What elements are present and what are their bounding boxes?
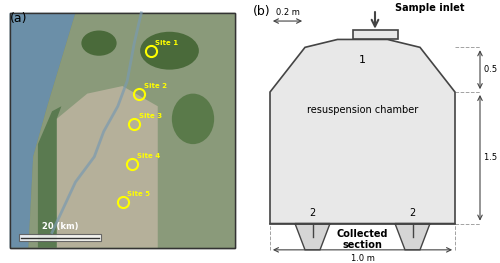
- Text: Site 3: Site 3: [139, 113, 162, 119]
- Text: 2: 2: [310, 208, 316, 218]
- Text: Collected
section: Collected section: [337, 229, 388, 250]
- Text: Site 5: Site 5: [127, 191, 150, 197]
- Text: 1: 1: [359, 55, 366, 65]
- FancyBboxPatch shape: [19, 234, 102, 241]
- Polygon shape: [295, 224, 330, 250]
- Polygon shape: [10, 13, 76, 248]
- Polygon shape: [270, 39, 455, 224]
- Text: 1.5 m: 1.5 m: [484, 153, 500, 162]
- Polygon shape: [56, 86, 158, 248]
- Text: Site 4: Site 4: [136, 153, 160, 159]
- Text: 0.2 m: 0.2 m: [276, 8, 299, 17]
- Ellipse shape: [140, 32, 199, 70]
- Text: Site 2: Site 2: [144, 83, 167, 89]
- Text: 2: 2: [410, 208, 416, 218]
- Text: 0.5 m: 0.5 m: [484, 65, 500, 74]
- Polygon shape: [28, 13, 236, 248]
- Text: Site 1: Site 1: [156, 40, 178, 46]
- Polygon shape: [38, 106, 62, 248]
- Text: resuspension chamber: resuspension chamber: [307, 105, 418, 115]
- Text: 20 (km): 20 (km): [42, 222, 78, 231]
- Text: Sample inlet: Sample inlet: [395, 3, 464, 13]
- Bar: [352, 30, 398, 39]
- Text: (a): (a): [10, 12, 27, 24]
- FancyBboxPatch shape: [10, 13, 235, 248]
- Text: (b): (b): [252, 5, 270, 18]
- Polygon shape: [395, 224, 430, 250]
- Ellipse shape: [172, 94, 214, 144]
- Text: 1.0 m: 1.0 m: [350, 254, 374, 263]
- Ellipse shape: [82, 31, 116, 56]
